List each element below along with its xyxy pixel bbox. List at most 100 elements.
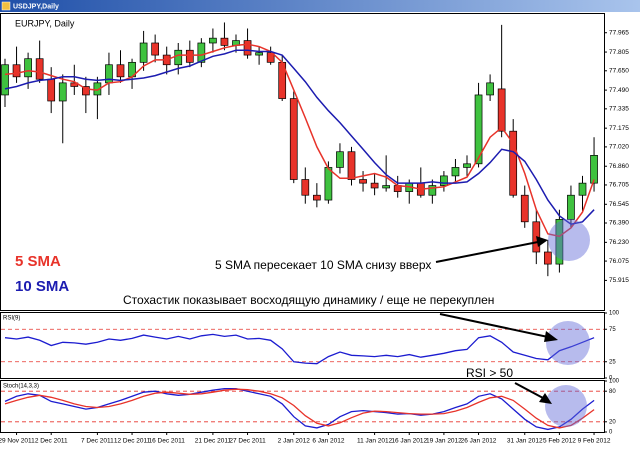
candle-body xyxy=(486,82,494,96)
highlight-circle xyxy=(546,321,590,365)
candle-body xyxy=(509,130,518,196)
y-tick-label: 76.075 xyxy=(609,258,629,265)
panel-title: RSI(9) xyxy=(3,316,20,322)
panel-title: Stoch(14,3,3) xyxy=(3,384,39,390)
candle-body xyxy=(197,42,206,63)
y-tick-label: 100 xyxy=(609,379,620,385)
x-tick-label: 6 Jan 2012 xyxy=(312,438,345,445)
candle-body xyxy=(347,151,356,180)
candle-body xyxy=(35,58,44,80)
y-tick-label: 76.705 xyxy=(609,182,629,189)
y-tick-label: 80 xyxy=(609,389,616,395)
candle-body xyxy=(220,37,229,46)
candle-body xyxy=(174,49,183,66)
window-icon xyxy=(1,1,11,11)
candle-body xyxy=(578,182,587,196)
rsi-frame xyxy=(0,312,605,379)
y-tick-label: 76.860 xyxy=(609,163,629,170)
panel-title: EURJPY, Daily xyxy=(15,18,75,28)
y-tick-label: 75.915 xyxy=(609,277,629,284)
y-tick-label: 20 xyxy=(609,419,616,425)
candle-body xyxy=(463,163,471,168)
candle-body xyxy=(289,98,298,180)
x-tick-label: 19 Jan 2012 xyxy=(426,438,462,445)
candle-body xyxy=(543,251,552,265)
y-tick-label: 75 xyxy=(609,327,616,333)
y-tick-label: 100 xyxy=(609,311,620,317)
legend-entry: 10 SMA xyxy=(15,278,69,295)
candle-body xyxy=(1,64,9,96)
title-bar xyxy=(0,0,640,12)
highlight-circle xyxy=(548,219,590,261)
candle-body xyxy=(209,37,217,44)
series-line xyxy=(4,387,595,431)
candle-body xyxy=(116,64,125,78)
x-tick-label: 29 Nov 2011 xyxy=(0,438,35,445)
highlight-circle xyxy=(545,385,587,427)
x-tick-label: 26 Jan 2012 xyxy=(461,438,497,445)
candle-body xyxy=(151,42,159,56)
plot: 77.965 77.805 77.650 77.490 77.335 77.175 77.0… xyxy=(0,18,629,444)
series-line xyxy=(4,388,595,429)
x-tick-label: 31 Jan 2012 xyxy=(507,438,543,445)
annotation: 5 SMA пересекает 10 SMA снизу вверх xyxy=(215,258,431,272)
y-tick-label: 77.020 xyxy=(609,144,629,151)
highlights xyxy=(545,219,590,427)
y-tick-label: 0 xyxy=(609,376,613,382)
series-line xyxy=(4,43,595,238)
candle-body xyxy=(324,167,333,201)
candle-body xyxy=(520,194,529,223)
arrows xyxy=(435,236,558,404)
series-line xyxy=(4,333,595,365)
candle-body xyxy=(474,94,483,165)
x-tick-label: 7 Dec 2011 xyxy=(81,438,114,445)
series-line xyxy=(4,49,595,226)
arrow-head xyxy=(536,236,548,247)
arrow xyxy=(439,313,549,338)
y-tick-label: 77.965 xyxy=(609,29,629,36)
candle-body xyxy=(590,155,598,184)
x-tick-label: 21 Dec 2011 xyxy=(195,438,232,445)
candle-body xyxy=(359,179,367,184)
panel-frames xyxy=(0,13,605,433)
x-tick-label: 27 Dec 2011 xyxy=(229,438,266,445)
y-tick-label: 0 xyxy=(609,430,613,436)
arrow-head xyxy=(539,393,552,404)
candle-body xyxy=(301,179,310,196)
x-tick-label: 16 Jan 2012 xyxy=(391,438,427,445)
candle-body xyxy=(139,42,148,63)
candle-body xyxy=(567,194,575,220)
x-tick-label: 5 Feb 2012 xyxy=(543,438,576,445)
candle-body xyxy=(313,194,321,201)
window-title: USDJPY,Daily xyxy=(13,3,59,10)
y-tick-label: 76.390 xyxy=(609,220,629,227)
candle-body xyxy=(58,82,67,102)
x-tick-label: 16 Dec 2011 xyxy=(149,438,186,445)
y-tick-label: 77.335 xyxy=(609,106,629,113)
candle-body xyxy=(93,82,102,96)
y-tick-label: 76.230 xyxy=(609,239,629,246)
candle-body xyxy=(336,151,344,168)
y-tick-label: 76.545 xyxy=(609,201,629,208)
arrow xyxy=(514,382,544,399)
y-tick-label: 77.805 xyxy=(609,49,629,56)
candle-body xyxy=(266,52,275,63)
candle-body xyxy=(382,185,390,189)
candle-body xyxy=(451,167,460,177)
candle-body xyxy=(81,86,90,96)
legend-entry: 5 SMA xyxy=(15,253,61,270)
arrow-head xyxy=(544,331,558,342)
main-frame xyxy=(0,13,605,311)
y-tick-label: 25 xyxy=(609,359,616,365)
candle-body xyxy=(428,185,437,196)
candle-body xyxy=(47,78,56,102)
stoch-frame xyxy=(0,380,605,433)
candle-body xyxy=(255,52,263,56)
arrow xyxy=(435,241,539,263)
x-tick-label: 2 Dec 2011 xyxy=(35,438,68,445)
candle-body xyxy=(24,58,32,78)
x-tick-label: 2 Jan 2012 xyxy=(278,438,311,445)
x-tick-label: 11 Jan 2012 xyxy=(357,438,393,445)
